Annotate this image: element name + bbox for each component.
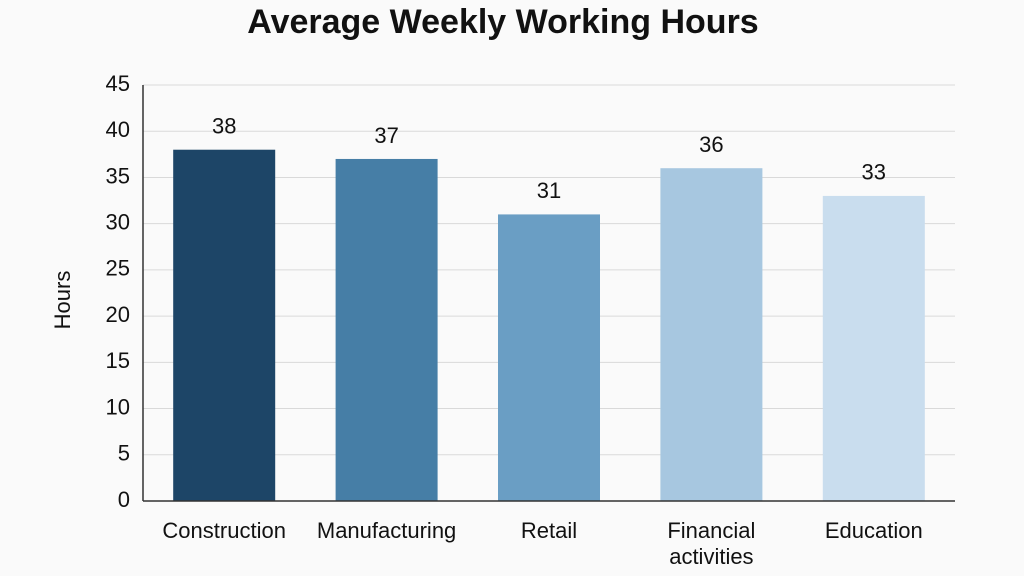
bar [822, 195, 925, 501]
value-label: 37 [374, 123, 398, 148]
bar [498, 214, 600, 501]
x-tick-label: Manufacturing [316, 518, 457, 543]
x-tick-label: Retail [520, 518, 578, 543]
x-tick-label: Education [824, 518, 923, 543]
bar [335, 158, 438, 501]
y-tick-label: 35 [106, 163, 130, 188]
value-label: 38 [212, 114, 236, 139]
y-tick-label: 5 [118, 441, 130, 466]
x-tick-label: Construction [162, 518, 286, 543]
y-tick-label: 0 [118, 487, 130, 512]
y-tick-label: 10 [106, 394, 130, 419]
y-tick-label: 15 [106, 348, 130, 373]
bar [660, 168, 763, 501]
value-label: 33 [862, 160, 886, 185]
bar [173, 149, 276, 501]
y-tick-label: 30 [106, 209, 130, 234]
value-label: 36 [699, 132, 723, 157]
y-tick-label: 40 [106, 117, 130, 142]
y-tick-label: 20 [106, 302, 130, 327]
y-axis-label: Hours [50, 271, 75, 330]
x-tick-label: Financial activities [667, 518, 756, 569]
y-tick-label: 25 [106, 256, 130, 281]
y-tick-label: 45 [106, 71, 130, 96]
value-label: 31 [537, 178, 561, 203]
chart-title: Average Weekly Working Hours [247, 3, 758, 41]
